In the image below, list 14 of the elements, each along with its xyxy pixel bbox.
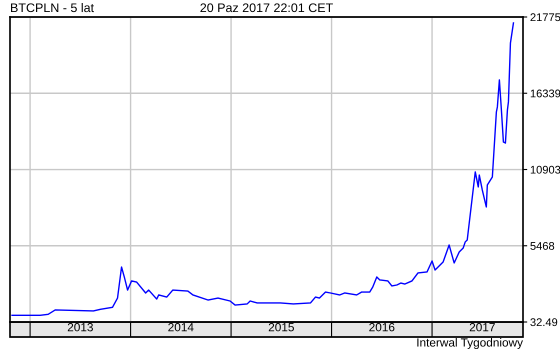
text: Interwal Tygodniowy [417, 338, 523, 349]
chart-subtitle: 20 Paz 2017 22:01 CET [200, 3, 333, 12]
x-tick-label: 2016 [369, 323, 394, 332]
x-tick-label: 2017 [470, 323, 495, 332]
y-tick-label: 5468 [530, 242, 554, 250]
y-tick-label: 32.49 [530, 318, 558, 326]
line-series [11, 22, 514, 316]
x-tick-label: 2014 [168, 323, 194, 332]
x-tick-label: 2013 [68, 323, 93, 332]
y-tick-label: 21775 [530, 13, 560, 22]
y-tick-label: 16339 [530, 90, 560, 98]
chart-title: BTCPLN - 5 lat [11, 3, 94, 12]
x-tick-label: 2015 [268, 323, 294, 332]
y-tick-label: 10903 [530, 166, 560, 174]
